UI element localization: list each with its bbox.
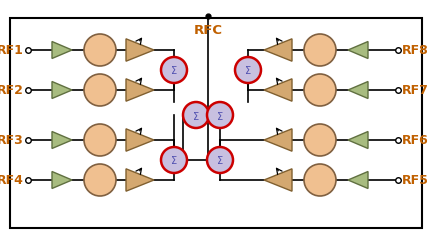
Text: RF4: RF4 bbox=[0, 174, 24, 187]
Polygon shape bbox=[126, 39, 154, 61]
Circle shape bbox=[161, 147, 187, 173]
Text: $\Sigma$: $\Sigma$ bbox=[216, 154, 224, 167]
Polygon shape bbox=[52, 132, 72, 149]
Polygon shape bbox=[264, 79, 292, 101]
Polygon shape bbox=[126, 169, 154, 191]
Circle shape bbox=[235, 57, 261, 83]
Circle shape bbox=[84, 124, 116, 156]
Polygon shape bbox=[52, 172, 72, 188]
Text: $\Sigma$: $\Sigma$ bbox=[192, 109, 200, 122]
Text: RF1: RF1 bbox=[0, 44, 24, 56]
Circle shape bbox=[304, 34, 336, 66]
Polygon shape bbox=[264, 169, 292, 191]
Polygon shape bbox=[348, 132, 368, 149]
Circle shape bbox=[304, 164, 336, 196]
Text: $\Sigma$: $\Sigma$ bbox=[216, 109, 224, 122]
Polygon shape bbox=[264, 39, 292, 61]
Circle shape bbox=[304, 124, 336, 156]
Circle shape bbox=[207, 102, 233, 128]
Polygon shape bbox=[348, 41, 368, 59]
Text: RFC: RFC bbox=[194, 24, 222, 37]
Text: RF2: RF2 bbox=[0, 84, 24, 96]
Circle shape bbox=[84, 164, 116, 196]
Text: RF5: RF5 bbox=[402, 174, 429, 187]
Circle shape bbox=[84, 34, 116, 66]
Polygon shape bbox=[126, 79, 154, 101]
Text: $\Sigma$: $\Sigma$ bbox=[170, 154, 178, 167]
Bar bbox=[10, 18, 422, 228]
Text: RF6: RF6 bbox=[402, 134, 429, 147]
Polygon shape bbox=[264, 129, 292, 151]
Circle shape bbox=[304, 74, 336, 106]
Polygon shape bbox=[348, 81, 368, 99]
Text: RF3: RF3 bbox=[0, 134, 24, 147]
Polygon shape bbox=[52, 81, 72, 99]
Polygon shape bbox=[126, 129, 154, 151]
Circle shape bbox=[207, 147, 233, 173]
Text: RF8: RF8 bbox=[402, 44, 429, 56]
Text: $\Sigma$: $\Sigma$ bbox=[170, 64, 178, 76]
Circle shape bbox=[161, 57, 187, 83]
Circle shape bbox=[84, 74, 116, 106]
Polygon shape bbox=[52, 41, 72, 59]
Circle shape bbox=[183, 102, 209, 128]
Polygon shape bbox=[348, 172, 368, 188]
Text: RF7: RF7 bbox=[402, 84, 429, 96]
Text: $\Sigma$: $\Sigma$ bbox=[244, 64, 252, 76]
